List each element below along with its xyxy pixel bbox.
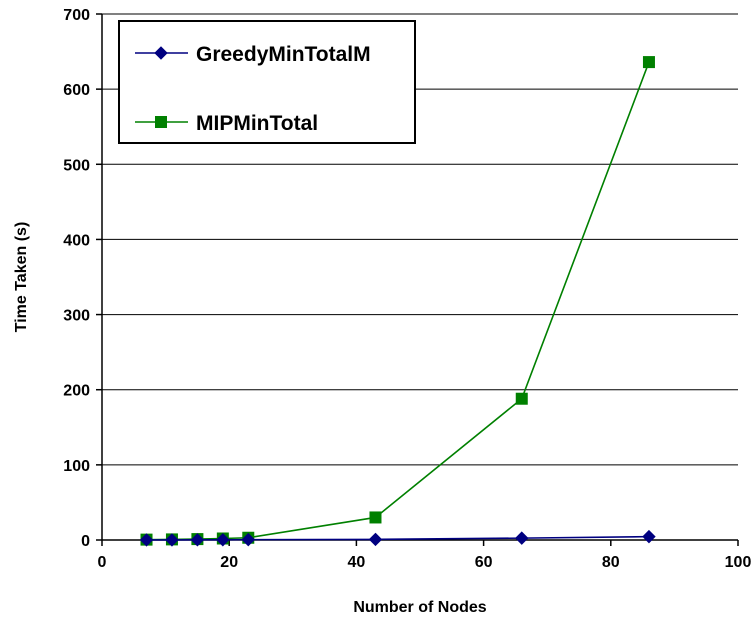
y-tick-label: 100 — [63, 458, 90, 475]
data-point — [241, 532, 255, 547]
data-point — [216, 533, 230, 547]
data-point — [515, 531, 529, 545]
data-point — [190, 533, 205, 547]
data-point — [515, 392, 528, 405]
x-tick-label: 100 — [725, 554, 752, 571]
x-tick-label: 80 — [602, 554, 620, 571]
data-point — [165, 533, 179, 547]
data-point — [642, 56, 655, 69]
data-point — [642, 529, 656, 544]
legend-items: GreedyMinTotalM MIPMinTotal — [135, 43, 371, 135]
y-tick-labels: 0 100 200 300 400 500 600 700 — [63, 7, 90, 550]
legend-label: GreedyMinTotalM — [196, 43, 371, 66]
y-tick-label: 200 — [63, 383, 90, 400]
legend-marker — [155, 116, 167, 128]
y-tick-label: 400 — [63, 232, 90, 249]
data-point — [139, 533, 154, 547]
data-point — [368, 532, 383, 547]
x-axis-title: Number of Nodes — [353, 599, 486, 616]
x-tick-label: 0 — [98, 554, 107, 571]
legend: GreedyMinTotalM MIPMinTotal — [118, 20, 416, 144]
legend-entry: GreedyMinTotalM — [135, 43, 371, 66]
series-GreedyMinTotalM — [139, 529, 656, 547]
legend-label: MIPMinTotal — [196, 112, 318, 135]
y-tick-label: 0 — [81, 533, 90, 550]
y-tick-label: 700 — [63, 7, 90, 24]
x-tick-label: 40 — [348, 554, 366, 571]
x-tick-label: 60 — [475, 554, 493, 571]
x-tick-label: 20 — [220, 554, 238, 571]
data-point — [369, 511, 382, 524]
legend-marker — [154, 46, 168, 60]
series-layer — [139, 56, 656, 547]
y-tick-label: 600 — [63, 82, 90, 99]
y-tick-label: 500 — [63, 157, 90, 174]
x-tick-labels: 0 20 40 60 80 100 — [98, 554, 752, 571]
y-axis-title: Time Taken (s) — [13, 222, 30, 333]
legend-entry: MIPMinTotal — [135, 112, 318, 135]
axes — [96, 13, 739, 546]
y-tick-label: 300 — [63, 308, 90, 325]
